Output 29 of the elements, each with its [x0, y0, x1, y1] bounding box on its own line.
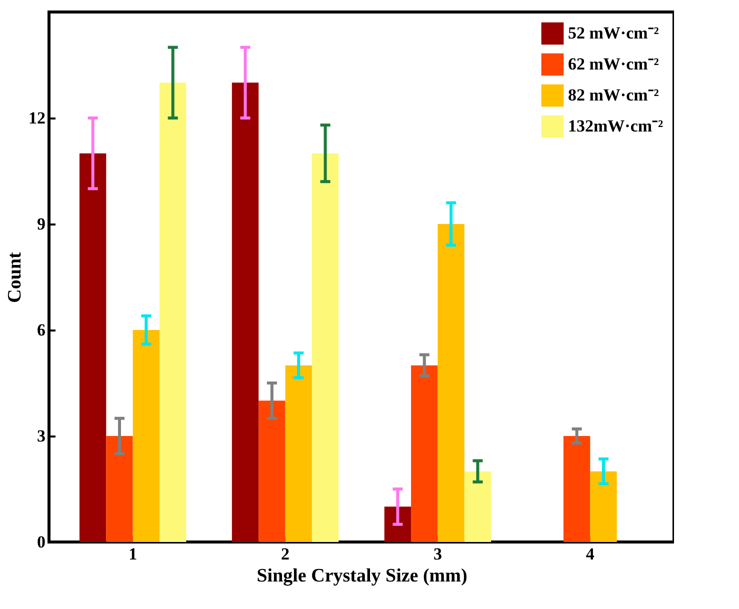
- y-axis-title: Count: [4, 251, 26, 303]
- bar: [563, 436, 590, 542]
- bar: [106, 436, 133, 542]
- x-tick-label: 3: [433, 544, 442, 564]
- x-axis-title: Single Crystaly Size (mm): [256, 566, 468, 586]
- y-tick-label: 9: [37, 214, 46, 234]
- y-tick-label: 3: [37, 426, 46, 446]
- y-tick-label: 12: [28, 108, 46, 128]
- legend-label: 52 mW·cm⁻²: [568, 24, 659, 42]
- y-tick-label: 0: [37, 532, 46, 552]
- bar: [258, 400, 286, 542]
- bar: [411, 365, 438, 542]
- y-tick-label: 6: [37, 320, 46, 340]
- bar: [232, 82, 259, 542]
- x-tick-label: 1: [128, 544, 138, 564]
- bar: [132, 330, 160, 542]
- bar: [384, 506, 412, 542]
- bar: [590, 471, 617, 542]
- bar: [312, 153, 339, 542]
- legend-label: 82 mW·cm⁻²: [568, 86, 659, 104]
- legend-label: 132mW·cm⁻²: [568, 116, 664, 136]
- bar: [160, 82, 186, 542]
- bar: [285, 365, 312, 542]
- bar: [438, 224, 464, 542]
- bar: [464, 471, 492, 542]
- bar: [79, 153, 106, 542]
- x-tick-label: 4: [586, 544, 595, 564]
- legend-label: 62 mW·cm⁻²: [568, 54, 659, 74]
- x-tick-label: 2: [281, 544, 290, 564]
